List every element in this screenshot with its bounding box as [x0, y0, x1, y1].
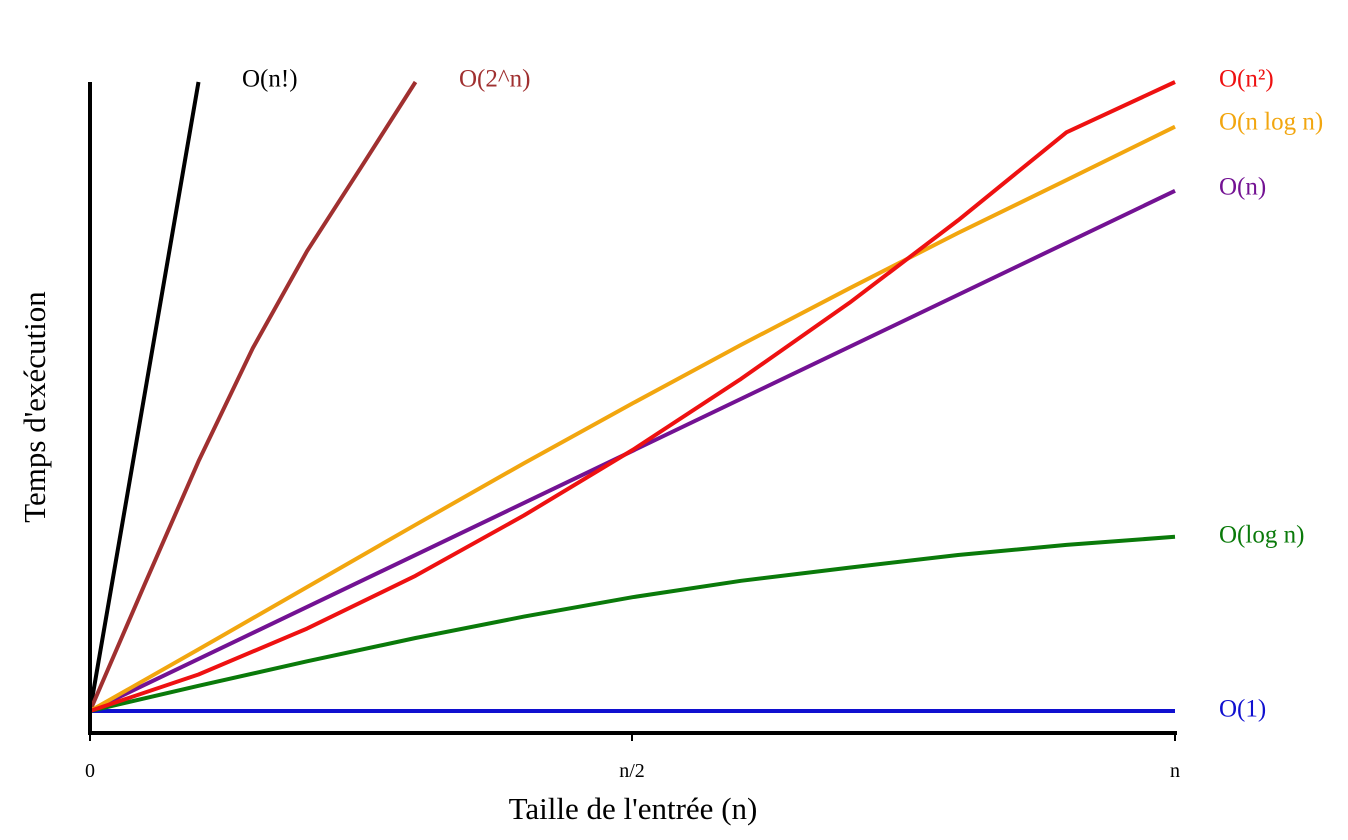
series-label-4: O(n²) — [1219, 66, 1274, 93]
series-label-0: O(1) — [1219, 696, 1266, 723]
series-line-3 — [89, 124, 1176, 713]
x-tick-label-half: n/2 — [619, 760, 645, 782]
series-label-5: O(2^n) — [459, 66, 530, 93]
x-tick-label-0: 0 — [85, 760, 95, 782]
series-line-5 — [88, 80, 418, 712]
plot-lines — [88, 80, 1176, 713]
series-line-1 — [89, 534, 1176, 713]
series-label-1: O(log n) — [1219, 522, 1304, 549]
series-line-4 — [89, 80, 1176, 713]
series-label-2: O(n) — [1219, 174, 1266, 201]
series-labels: O(1) O(log n) O(n) O(n log n) O(n²) O(2^n) O(n… — [242, 66, 1323, 723]
x-tick-label-n: n — [1170, 760, 1180, 782]
series-line-6 — [88, 81, 201, 712]
x-axis-title: Taille de l'entrée (n) — [509, 791, 758, 826]
series-label-3: O(n log n) — [1219, 109, 1323, 136]
series-label-6: O(n!) — [242, 66, 298, 93]
y-axis-title: Temps d'exécution — [17, 291, 52, 523]
